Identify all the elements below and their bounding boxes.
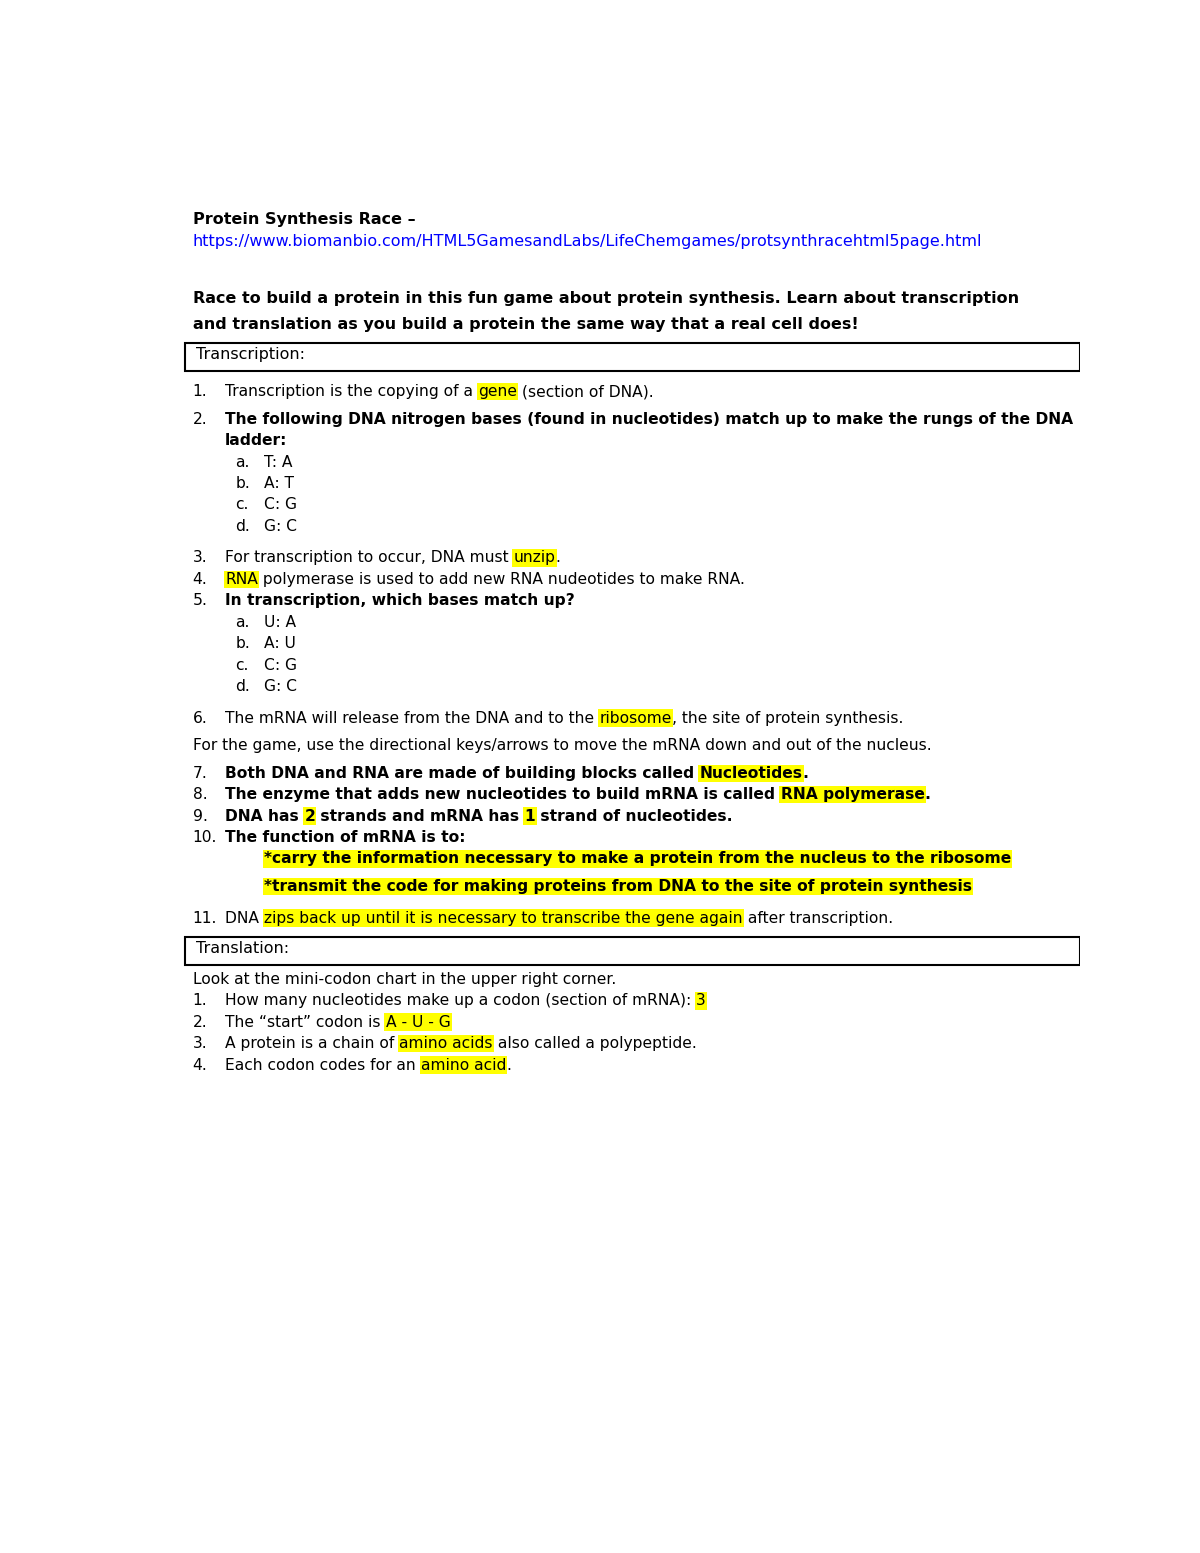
Text: Nucleotides: Nucleotides	[700, 766, 803, 781]
Text: unzip: unzip	[514, 550, 556, 565]
Text: b.: b.	[235, 477, 250, 491]
Text: polymerase is used to add new RNA nudeotides to make RNA.: polymerase is used to add new RNA nudeot…	[258, 572, 745, 587]
Text: .: .	[924, 787, 930, 803]
Text: Transcription is the copying of a: Transcription is the copying of a	[226, 384, 478, 399]
Text: Protein Synthesis Race –: Protein Synthesis Race –	[193, 211, 415, 227]
Text: ladder:: ladder:	[226, 433, 288, 449]
Text: , the site of protein synthesis.: , the site of protein synthesis.	[672, 711, 902, 725]
Text: A: T: A: T	[264, 477, 294, 491]
Text: 4.: 4.	[193, 572, 208, 587]
Text: 11.: 11.	[193, 910, 217, 926]
Text: 5.: 5.	[193, 593, 208, 609]
Text: 8.: 8.	[193, 787, 208, 803]
FancyBboxPatch shape	[185, 936, 1080, 964]
Text: *carry the information necessary to make a protein from the nucleus to the ribos: *carry the information necessary to make…	[264, 851, 1012, 867]
Text: RNA: RNA	[226, 572, 258, 587]
Text: C: G: C: G	[264, 497, 296, 512]
Text: 9.: 9.	[193, 809, 208, 823]
Text: T: A: T: A	[264, 455, 293, 469]
Text: strand of nucleotides.: strand of nucleotides.	[535, 809, 733, 823]
Text: gene: gene	[478, 384, 517, 399]
Text: amino acids: amino acids	[400, 1036, 493, 1051]
Text: 3.: 3.	[193, 1036, 208, 1051]
Text: DNA: DNA	[226, 910, 264, 926]
FancyBboxPatch shape	[185, 343, 1080, 371]
Text: 3.: 3.	[193, 550, 208, 565]
Text: The function of mRNA is to:: The function of mRNA is to:	[226, 829, 466, 845]
Text: .: .	[556, 550, 560, 565]
Text: The enzyme that adds new nucleotides to build mRNA is called: The enzyme that adds new nucleotides to …	[226, 787, 780, 803]
Text: G: C: G: C	[264, 519, 296, 534]
Text: For transcription to occur, DNA must: For transcription to occur, DNA must	[226, 550, 514, 565]
Text: For the game, use the directional keys/arrows to move the mRNA down and out of t: For the game, use the directional keys/a…	[193, 738, 931, 753]
Text: 6.: 6.	[193, 711, 208, 725]
Text: 7.: 7.	[193, 766, 208, 781]
Text: d.: d.	[235, 519, 250, 534]
Text: also called a polypeptide.: also called a polypeptide.	[493, 1036, 697, 1051]
Text: 1.: 1.	[193, 994, 208, 1008]
Text: 10.: 10.	[193, 829, 217, 845]
Text: RNA polymerase: RNA polymerase	[780, 787, 924, 803]
Text: 1.: 1.	[193, 384, 208, 399]
Text: b.: b.	[235, 637, 250, 651]
Text: The following DNA nitrogen bases (found in nucleotides) match up to make the run: The following DNA nitrogen bases (found …	[226, 412, 1073, 427]
Text: A - U - G: A - U - G	[385, 1014, 450, 1030]
Text: 2.: 2.	[193, 412, 208, 427]
Text: Transcription:: Transcription:	[197, 348, 306, 362]
Text: The “start” codon is: The “start” codon is	[226, 1014, 385, 1030]
Text: .: .	[803, 766, 809, 781]
Text: Each codon codes for an: Each codon codes for an	[226, 1058, 421, 1073]
Text: A protein is a chain of: A protein is a chain of	[226, 1036, 400, 1051]
Text: 4.: 4.	[193, 1058, 208, 1073]
Text: https://www.biomanbio.com/HTML5GamesandLabs/LifeChemgames/protsynthracehtml5page: https://www.biomanbio.com/HTML5GamesandL…	[193, 235, 982, 248]
Text: 2.: 2.	[193, 1014, 208, 1030]
Text: .: .	[506, 1058, 511, 1073]
Text: Translation:: Translation:	[197, 941, 289, 957]
Text: after transcription.: after transcription.	[743, 910, 893, 926]
Text: a.: a.	[235, 455, 250, 469]
Text: (section of DNA).: (section of DNA).	[517, 384, 654, 399]
Text: How many nucleotides make up a codon (section of mRNA):: How many nucleotides make up a codon (se…	[226, 994, 696, 1008]
Text: In transcription, which bases match up?: In transcription, which bases match up?	[226, 593, 575, 609]
Text: 2: 2	[305, 809, 316, 823]
Text: C: G: C: G	[264, 657, 296, 672]
Text: strands and mRNA has: strands and mRNA has	[316, 809, 524, 823]
Text: amino acid: amino acid	[421, 1058, 506, 1073]
Text: DNA has: DNA has	[226, 809, 305, 823]
Text: and translation as you build a protein the same way that a real cell does!: and translation as you build a protein t…	[193, 317, 858, 332]
Text: Look at the mini-codon chart in the upper right corner.: Look at the mini-codon chart in the uppe…	[193, 972, 616, 986]
Text: zips back up until it is necessary to transcribe the gene again: zips back up until it is necessary to tr…	[264, 910, 743, 926]
Text: 3: 3	[696, 994, 706, 1008]
Text: a.: a.	[235, 615, 250, 631]
Text: The mRNA will release from the DNA and to the: The mRNA will release from the DNA and t…	[226, 711, 599, 725]
Text: Both DNA and RNA are made of building blocks called: Both DNA and RNA are made of building bl…	[226, 766, 700, 781]
Text: ribosome: ribosome	[599, 711, 672, 725]
Text: *transmit the code for making proteins from DNA to the site of protein synthesis: *transmit the code for making proteins f…	[264, 879, 972, 895]
Text: 1: 1	[524, 809, 535, 823]
Text: c.: c.	[235, 657, 248, 672]
Text: d.: d.	[235, 679, 250, 694]
Text: c.: c.	[235, 497, 248, 512]
Text: U: A: U: A	[264, 615, 296, 631]
Text: G: C: G: C	[264, 679, 296, 694]
Text: A: U: A: U	[264, 637, 296, 651]
Text: Race to build a protein in this fun game about protein synthesis. Learn about tr: Race to build a protein in this fun game…	[193, 292, 1019, 306]
